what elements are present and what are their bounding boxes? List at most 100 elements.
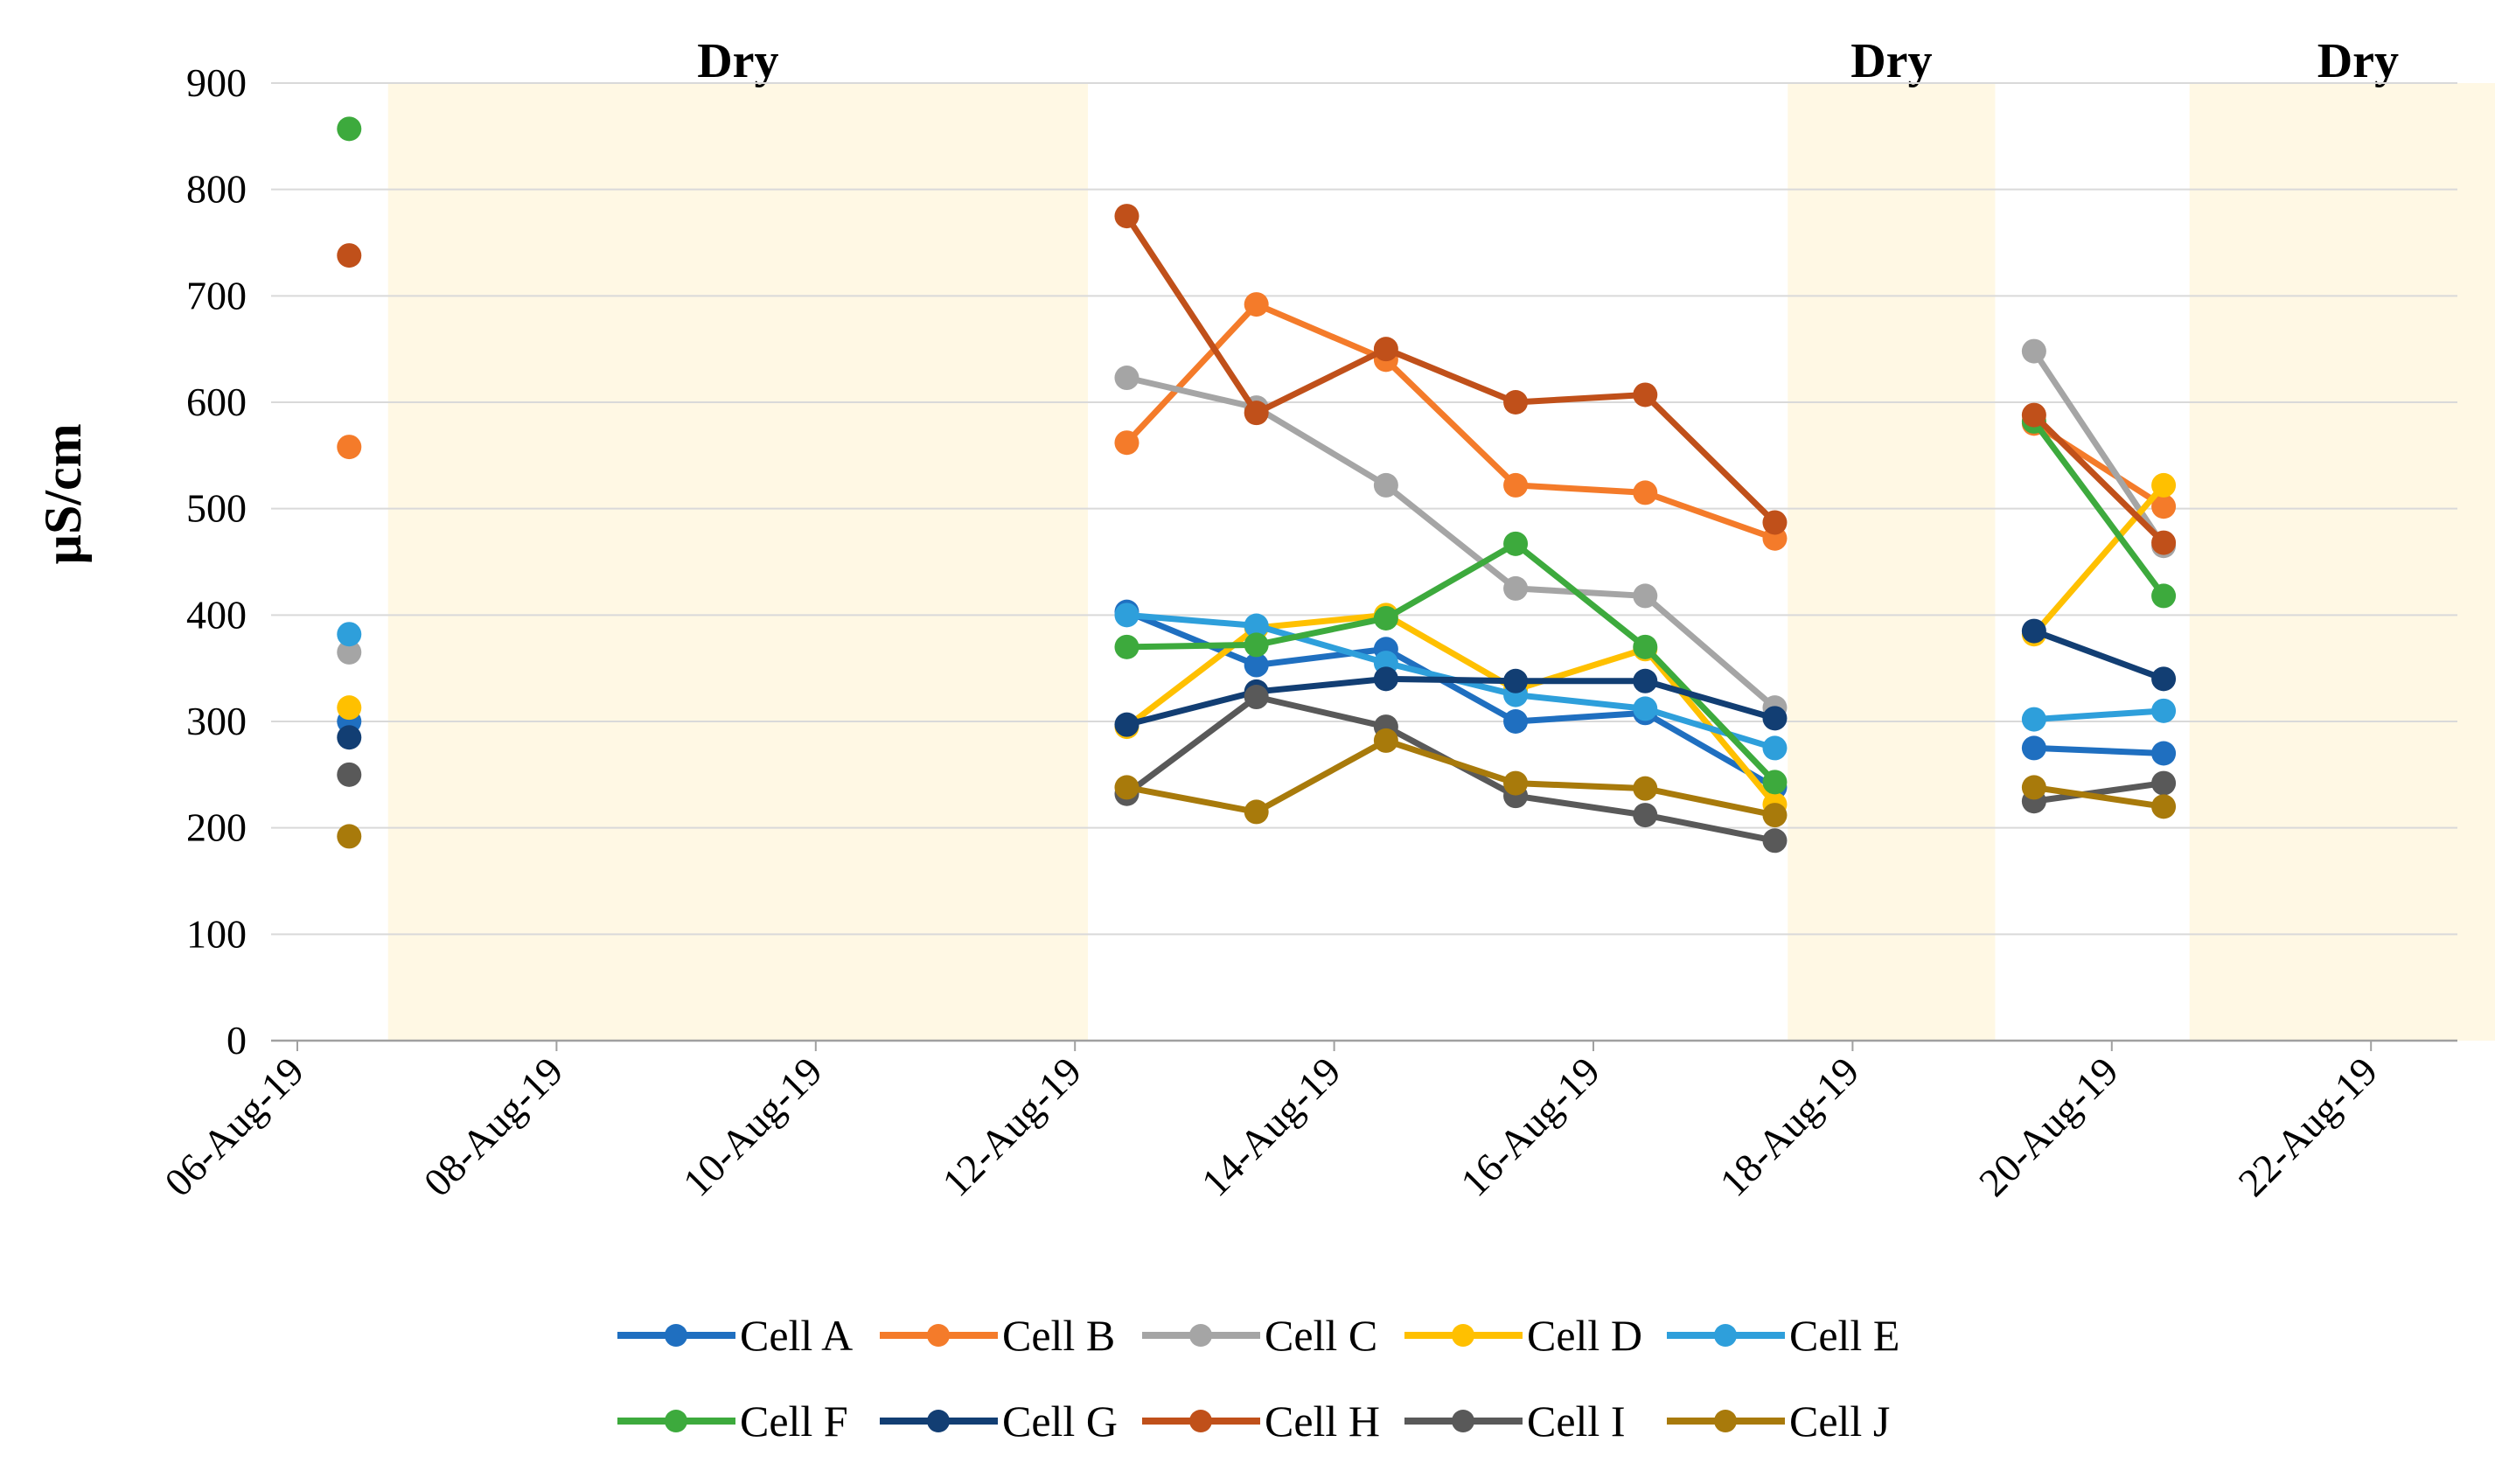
series-line xyxy=(2031,628,2167,682)
data-point xyxy=(337,824,362,849)
y-tick-label-5: 500 xyxy=(186,486,247,531)
series-line xyxy=(2031,784,2167,810)
legend-swatch-marker xyxy=(665,1324,687,1347)
legend-label: Cell I xyxy=(1527,1397,1625,1446)
data-point xyxy=(1633,480,1658,505)
data-point xyxy=(2151,666,2177,692)
legend-label: Cell F xyxy=(740,1397,848,1446)
data-point xyxy=(337,639,362,665)
data-point xyxy=(1762,706,1788,731)
data-point xyxy=(1244,652,1269,678)
data-point xyxy=(1633,634,1658,659)
data-point xyxy=(2151,794,2177,819)
y-axis-title: µS/cm xyxy=(34,423,92,564)
series-line xyxy=(1123,675,1778,728)
dry-band-2 xyxy=(2189,83,2495,1041)
y-tick-label-7: 700 xyxy=(186,273,247,317)
legend-item-cell-h: Cell H xyxy=(1142,1397,1380,1446)
data-point xyxy=(1633,803,1658,828)
data-point xyxy=(2021,618,2046,644)
data-point xyxy=(1503,390,1529,415)
data-point xyxy=(2151,741,2177,766)
data-point xyxy=(337,116,362,142)
dry-label-1: Dry xyxy=(1850,34,1932,88)
series-line xyxy=(2031,707,2167,723)
legend-label: Cell D xyxy=(1527,1311,1642,1360)
data-point xyxy=(337,622,362,647)
data-point xyxy=(1503,709,1529,734)
data-point xyxy=(1114,603,1139,628)
legend-item-cell-c: Cell C xyxy=(1142,1311,1377,1360)
data-point xyxy=(1503,575,1529,601)
legend-label: Cell E xyxy=(1789,1311,1899,1360)
y-tick-label-3: 300 xyxy=(186,699,247,743)
data-point xyxy=(1114,366,1139,391)
x-tick-label-6: 18-Aug-19 xyxy=(1711,1049,1868,1205)
data-point xyxy=(337,435,362,460)
data-point xyxy=(1503,668,1529,693)
data-point xyxy=(1114,634,1139,659)
series-line xyxy=(2031,780,2167,805)
data-point xyxy=(1244,799,1269,825)
data-point xyxy=(1633,668,1658,693)
series-line xyxy=(2031,418,2167,599)
data-point xyxy=(1762,803,1788,828)
data-point xyxy=(2021,775,2046,800)
data-point xyxy=(1114,430,1139,456)
data-point xyxy=(2151,472,2177,498)
dry-label-2: Dry xyxy=(2317,34,2399,88)
legend-swatch-marker xyxy=(927,1324,950,1347)
legend-swatch-marker xyxy=(927,1410,950,1432)
legend-label: Cell G xyxy=(1002,1397,1118,1446)
y-tick-label-4: 400 xyxy=(186,592,247,637)
data-point xyxy=(1244,685,1269,710)
x-tick-label-5: 16-Aug-19 xyxy=(1452,1049,1608,1205)
data-point xyxy=(1114,204,1139,229)
data-point xyxy=(1633,583,1658,609)
data-point xyxy=(1762,828,1788,853)
series-line xyxy=(1123,609,1778,791)
legend-swatch-marker xyxy=(1189,1410,1212,1432)
data-point xyxy=(337,762,362,787)
y-tick-label-2: 200 xyxy=(186,805,247,850)
x-tick-label-0: 06-Aug-19 xyxy=(156,1049,312,1205)
legend-label: Cell A xyxy=(740,1311,853,1360)
series-line xyxy=(2031,412,2167,547)
legend-swatch-marker xyxy=(1452,1410,1474,1432)
series-line xyxy=(1123,540,1778,785)
y-tick-label-0: 0 xyxy=(227,1018,247,1062)
legend-label: Cell B xyxy=(1002,1311,1115,1360)
data-point xyxy=(2021,735,2046,761)
legend-item-cell-i: Cell I xyxy=(1404,1397,1625,1446)
data-point xyxy=(1244,292,1269,317)
data-point xyxy=(1244,401,1269,426)
data-point xyxy=(2021,707,2046,732)
data-point xyxy=(1633,696,1658,721)
data-point xyxy=(1114,712,1139,737)
dry-band-0 xyxy=(387,83,1089,1041)
data-point xyxy=(1503,770,1529,796)
dry-band-1 xyxy=(1788,83,1996,1041)
y-tick-label-6: 600 xyxy=(186,380,247,424)
x-tick-label-4: 14-Aug-19 xyxy=(1193,1049,1349,1205)
data-point xyxy=(337,243,362,268)
data-point xyxy=(2151,494,2177,519)
data-point xyxy=(2021,338,2046,364)
series-cell-h xyxy=(337,204,2177,555)
series-cell-g xyxy=(337,618,2177,750)
data-point xyxy=(1373,666,1398,692)
series-cell-j xyxy=(337,728,2177,849)
data-point xyxy=(1633,776,1658,801)
data-point xyxy=(337,695,362,721)
data-point xyxy=(2151,698,2177,723)
data-point xyxy=(1373,337,1398,362)
legend-item-cell-d: Cell D xyxy=(1404,1311,1642,1360)
data-point xyxy=(1373,472,1398,498)
y-tick-label-1: 100 xyxy=(186,911,247,956)
x-tick-label-8: 22-Aug-19 xyxy=(2229,1049,2386,1205)
legend-swatch-marker xyxy=(665,1410,687,1432)
y-tick-label-9: 900 xyxy=(186,60,247,105)
data-point xyxy=(2151,770,2177,796)
legend-swatch-marker xyxy=(1714,1324,1737,1347)
